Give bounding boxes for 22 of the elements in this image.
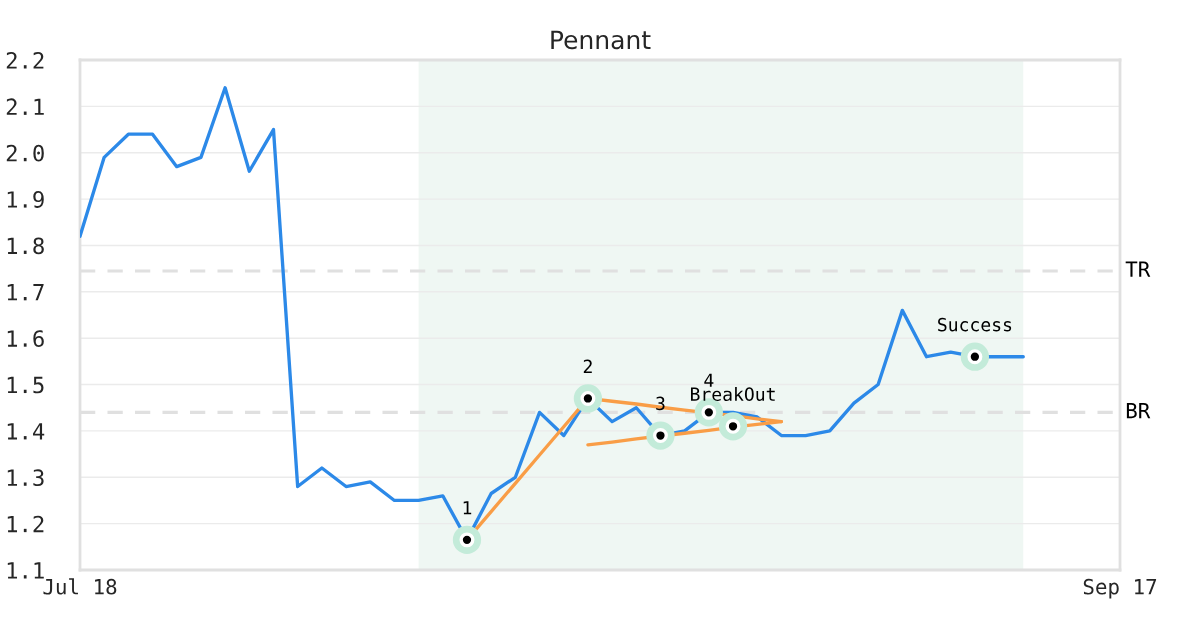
annotation: 1 xyxy=(463,501,472,515)
y-tick-label: 1.1 xyxy=(7,562,44,579)
y-tick-label: 1.5 xyxy=(7,376,44,394)
y-tick-label: 1.2 xyxy=(7,515,44,533)
ref-line-label: BR xyxy=(1126,402,1151,419)
y-tick-label: 1.3 xyxy=(7,469,44,487)
y-tick-label: 1.9 xyxy=(7,191,44,208)
annotation: 2 xyxy=(583,359,592,373)
y-tick-label: 2.0 xyxy=(6,144,44,162)
annotation: 4 xyxy=(704,373,714,387)
chart-title: Pennant xyxy=(551,30,651,50)
y-tick-label: 1.4 xyxy=(7,423,45,440)
y-tick-label: 1.8 xyxy=(7,237,44,255)
annotation: BreakOut xyxy=(691,387,775,401)
y-tick-label: 1.7 xyxy=(7,284,44,301)
y-tick-label: 2.2 xyxy=(6,52,44,69)
ref-line-label: TR xyxy=(1125,261,1151,277)
x-tick-label: Jul 18 xyxy=(43,578,117,595)
y-tick-label: 2.1 xyxy=(6,98,44,115)
annotation: Success xyxy=(938,317,1012,332)
y-tick-label: 1.6 xyxy=(7,330,44,347)
x-tick-label: Sep 17 xyxy=(1083,578,1157,599)
